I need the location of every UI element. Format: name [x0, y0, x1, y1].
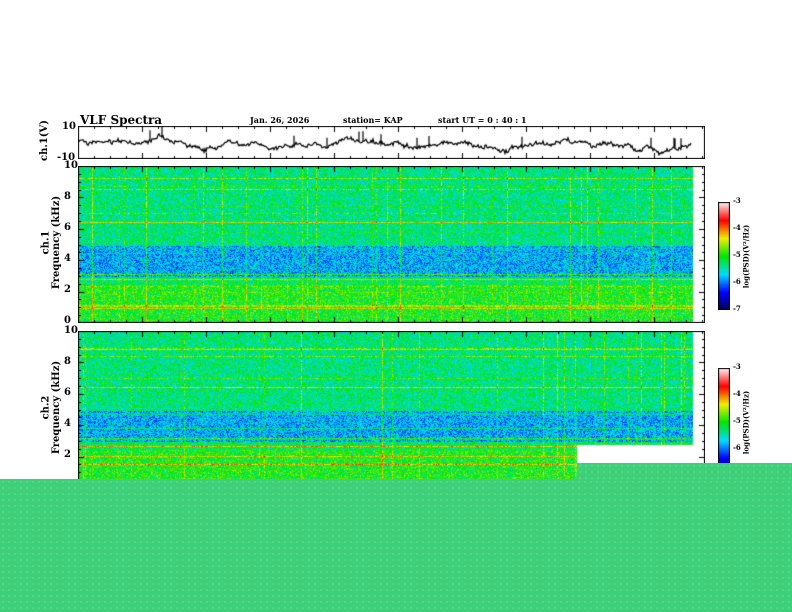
- spec1-ytick-tick: 10: [64, 160, 78, 171]
- spec1-ytick-tick: 0: [64, 315, 71, 326]
- spectrogram-ch2: [78, 331, 705, 488]
- colorbar2-tick: -6: [733, 443, 741, 452]
- spectrogram-ch1: [78, 166, 705, 323]
- plot-title: VLF Spectra: [80, 113, 163, 127]
- spec1-ylabel-ch: ch.1: [40, 230, 52, 255]
- spec2-ylabel-freq: Frequency (kHz): [51, 360, 63, 455]
- spec1-ylabel-freq: Frequency (kHz): [51, 195, 63, 290]
- start-time-label: start UT = 0 : 40 : 1: [438, 115, 527, 125]
- loading-overlay: [0, 479, 792, 612]
- wave-ytick-bottom: -10: [57, 152, 76, 163]
- spec2-ytick-tick: 4: [64, 418, 71, 429]
- colorbar2-tick: -4: [733, 389, 741, 398]
- spec2-ytick-tick: 6: [64, 387, 71, 398]
- colorbar1-label: log(PSD)(V²/Hz): [741, 224, 751, 289]
- colorbar1-tick: -4: [733, 223, 741, 232]
- colorbar2-tick: -5: [733, 416, 741, 425]
- spec1-ytick-tick: 8: [64, 191, 71, 202]
- colorbar-ch2: [718, 368, 730, 476]
- waveform-plot: [78, 126, 705, 159]
- date-label: Jan. 26, 2026: [250, 115, 310, 125]
- spec2-ytick-tick: 8: [64, 356, 71, 367]
- station-label: station= KAP: [343, 115, 403, 125]
- spec2-ylabel-ch: ch.2: [40, 395, 52, 420]
- spec1-ytick-tick: 6: [64, 222, 71, 233]
- spec1-ytick-tick: 2: [64, 284, 71, 295]
- wave-ylabel: ch.1(V): [39, 119, 51, 162]
- colorbar2-label: log(PSD)(V²/Hz): [741, 390, 751, 455]
- colorbar2-tick: -3: [733, 362, 741, 371]
- colorbar1-tick: -6: [733, 277, 741, 286]
- colorbar1-tick: -3: [733, 196, 741, 205]
- colorbar-ch1: [718, 202, 730, 310]
- spec2-ytick-tick: 10: [64, 325, 78, 336]
- loading-overlay-strip: [577, 463, 792, 479]
- spec1-ytick-tick: 4: [64, 253, 71, 264]
- colorbar1-tick: -5: [733, 250, 741, 259]
- colorbar1-tick: -7: [733, 304, 741, 313]
- spec2-ytick-tick: 2: [64, 449, 71, 460]
- wave-ytick-top: 10: [62, 121, 76, 132]
